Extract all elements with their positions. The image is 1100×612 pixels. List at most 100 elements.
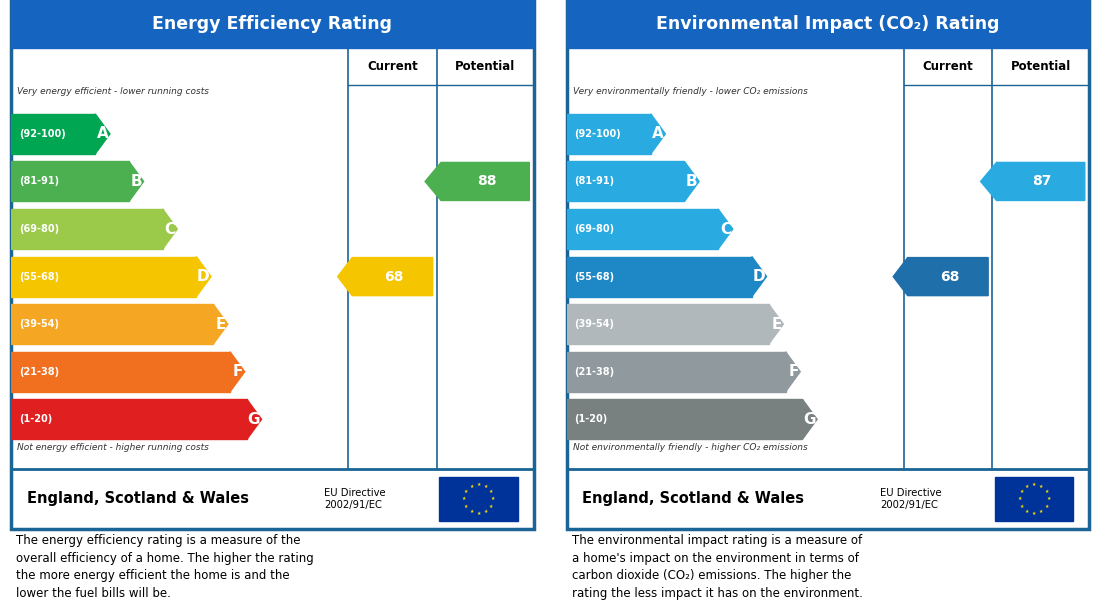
Text: ★: ★ (1040, 509, 1044, 514)
Polygon shape (651, 114, 666, 154)
Bar (11, 352, 230, 392)
Text: F: F (789, 364, 799, 379)
Polygon shape (129, 162, 144, 201)
Polygon shape (785, 352, 800, 392)
Text: D: D (752, 269, 764, 284)
Text: Current: Current (367, 60, 418, 73)
Text: ★: ★ (1025, 484, 1030, 489)
Text: (55-68): (55-68) (19, 272, 59, 282)
Text: (92-100): (92-100) (574, 129, 622, 139)
Text: ★: ★ (1032, 511, 1036, 516)
Text: ★: ★ (1020, 489, 1024, 494)
Bar (566, 256, 752, 297)
Text: Potential: Potential (455, 60, 515, 73)
Bar (566, 114, 651, 154)
Text: 68: 68 (384, 270, 404, 283)
Text: ★: ★ (484, 509, 488, 514)
Bar (439, 477, 518, 521)
Polygon shape (425, 162, 529, 201)
Text: EU Directive
2002/91/EC: EU Directive 2002/91/EC (324, 488, 386, 510)
Polygon shape (230, 352, 244, 392)
Text: EU Directive
2002/91/EC: EU Directive 2002/91/EC (880, 488, 942, 510)
Bar (11, 0, 534, 48)
Text: ★: ★ (476, 511, 481, 516)
Text: ★: ★ (1025, 509, 1030, 514)
Polygon shape (718, 209, 733, 249)
Polygon shape (769, 304, 783, 344)
Text: F: F (233, 364, 243, 379)
Bar (566, 399, 802, 439)
Text: 68: 68 (939, 270, 959, 283)
Text: C: C (165, 222, 176, 236)
Text: E: E (771, 316, 782, 332)
Polygon shape (163, 209, 177, 249)
Text: ★: ★ (1046, 496, 1050, 501)
Bar (11, 162, 129, 201)
Polygon shape (802, 399, 817, 439)
Bar (566, 209, 718, 249)
Text: ★: ★ (470, 484, 474, 489)
Text: (21-38): (21-38) (574, 367, 615, 377)
Text: A: A (652, 127, 663, 141)
Text: ★: ★ (488, 504, 493, 509)
Text: ★: ★ (1044, 504, 1048, 509)
Text: (81-91): (81-91) (574, 176, 615, 187)
Text: (39-54): (39-54) (19, 319, 58, 329)
Text: ★: ★ (488, 489, 493, 494)
Text: England, Scotland & Wales: England, Scotland & Wales (26, 491, 249, 507)
Text: ★: ★ (1020, 504, 1024, 509)
Text: Not environmentally friendly - higher CO₂ emissions: Not environmentally friendly - higher CO… (573, 443, 807, 452)
Bar (11, 114, 96, 154)
Text: (21-38): (21-38) (19, 367, 59, 377)
Text: ★: ★ (462, 496, 466, 501)
Text: Current: Current (923, 60, 974, 73)
Text: (55-68): (55-68) (574, 272, 615, 282)
Text: (69-80): (69-80) (574, 224, 615, 234)
Polygon shape (752, 256, 767, 297)
Polygon shape (213, 304, 228, 344)
Polygon shape (246, 399, 262, 439)
Polygon shape (684, 162, 700, 201)
Text: Environmental Impact (CO₂) Rating: Environmental Impact (CO₂) Rating (656, 15, 1000, 33)
Text: (39-54): (39-54) (574, 319, 614, 329)
Text: (81-91): (81-91) (19, 176, 59, 187)
Text: The environmental impact rating is a measure of
a home's impact on the environme: The environmental impact rating is a mea… (572, 534, 862, 600)
Text: ★: ★ (470, 509, 474, 514)
Text: ★: ★ (1018, 496, 1022, 501)
Text: Very energy efficient - lower running costs: Very energy efficient - lower running co… (18, 88, 209, 96)
Text: ★: ★ (476, 482, 481, 487)
Text: E: E (216, 316, 227, 332)
Text: ★: ★ (1032, 482, 1036, 487)
Text: Energy Efficiency Rating: Energy Efficiency Rating (152, 15, 393, 33)
Bar (566, 0, 1089, 48)
Bar (566, 352, 785, 392)
Bar (11, 399, 246, 439)
Polygon shape (893, 258, 988, 296)
Text: Very environmentally friendly - lower CO₂ emissions: Very environmentally friendly - lower CO… (573, 88, 807, 96)
Text: B: B (131, 174, 142, 189)
Text: ★: ★ (1040, 484, 1044, 489)
Text: ★: ★ (491, 496, 495, 501)
Text: (69-80): (69-80) (19, 224, 59, 234)
Polygon shape (96, 114, 110, 154)
Text: Potential: Potential (1011, 60, 1070, 73)
Bar (11, 209, 163, 249)
Text: (1-20): (1-20) (574, 414, 607, 424)
Text: The energy efficiency rating is a measure of the
overall efficiency of a home. T: The energy efficiency rating is a measur… (16, 534, 315, 600)
Bar (566, 304, 769, 344)
Text: ★: ★ (464, 489, 469, 494)
Bar (11, 256, 197, 297)
Text: ★: ★ (484, 484, 488, 489)
Text: A: A (97, 127, 108, 141)
Text: G: G (248, 412, 260, 427)
Text: 88: 88 (477, 174, 496, 188)
Text: B: B (686, 174, 697, 189)
Text: ★: ★ (1044, 489, 1048, 494)
Text: Not energy efficient - higher running costs: Not energy efficient - higher running co… (18, 443, 209, 452)
Text: D: D (197, 269, 209, 284)
Text: C: C (720, 222, 732, 236)
Polygon shape (980, 162, 1085, 201)
Text: ★: ★ (464, 504, 469, 509)
Text: (92-100): (92-100) (19, 129, 66, 139)
Text: (1-20): (1-20) (19, 414, 52, 424)
